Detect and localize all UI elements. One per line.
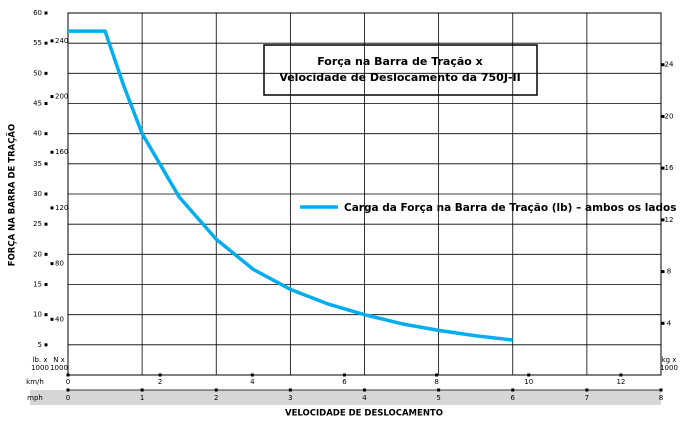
x2-tick (435, 373, 439, 377)
y2-tick (50, 262, 54, 266)
x-unit-label: mph (27, 394, 43, 402)
y2-tick (50, 150, 54, 154)
chart-title: Velocidade de Deslocamento da 750J-II (279, 71, 520, 84)
y-tick-label: 5 (38, 341, 42, 349)
x2-tick-label: 4 (250, 378, 255, 386)
y3-tick-label: 16 (665, 164, 674, 172)
y-tick (44, 192, 48, 196)
x-tick-label: 0 (66, 394, 70, 402)
x2-tick-label: 10 (524, 378, 533, 386)
y3-unit-label: kg x 1000 (660, 356, 678, 372)
y2-tick-label: 160 (55, 148, 68, 156)
y-tick-label: 15 (33, 281, 42, 289)
x2-tick (527, 373, 531, 377)
y-tick-label: 60 (33, 9, 42, 17)
y2-tick (50, 95, 54, 99)
y-tick (44, 11, 48, 15)
x-tick-label: 7 (585, 394, 589, 402)
y-tick (44, 41, 48, 45)
y-tick (44, 162, 48, 166)
y3-tick-label: 24 (665, 61, 674, 69)
x-tick-label: 1 (140, 394, 144, 402)
x2-tick (250, 373, 254, 377)
y2-unit-label: N x 1000 (50, 356, 68, 372)
x2-unit-label: km/h (26, 378, 44, 386)
y-unit-label: lb. x 1000 (31, 356, 49, 372)
y-tick-label: 20 (33, 250, 42, 258)
y2-tick-label: 80 (55, 260, 64, 268)
y2-tick-label: 240 (55, 37, 68, 45)
x2-tick (619, 373, 623, 377)
y-axis-title: FORÇA NA BARRA DE TRAÇÃO (7, 124, 18, 266)
y-tick-label: 30 (33, 190, 42, 198)
x2-tick-label: 6 (342, 378, 347, 386)
y3-tick (661, 114, 665, 118)
y-tick-label: 45 (33, 100, 42, 108)
y-tick-label: 10 (33, 311, 42, 319)
x-tick-label: 5 (436, 394, 440, 402)
y2-tick-label: 40 (55, 315, 64, 323)
y3-tick (661, 166, 665, 170)
y-tick (44, 132, 48, 136)
y-tick (44, 343, 48, 347)
x-tick-label: 3 (288, 394, 292, 402)
y2-tick (50, 39, 54, 43)
y-tick-label: 55 (33, 39, 42, 47)
y-tick (44, 283, 48, 286)
y2-tick-label: 120 (55, 204, 68, 212)
chart-title: Força na Barra de Tração x (317, 55, 483, 68)
y2-tick (50, 206, 54, 210)
y-tick (44, 71, 48, 75)
x-tick-label: 6 (511, 394, 516, 402)
x-tick-label: 8 (659, 394, 663, 402)
y-tick (44, 222, 48, 226)
y-tick-label: 40 (33, 130, 42, 138)
x-tick-label: 2 (214, 394, 218, 402)
x2-tick (66, 373, 70, 377)
data-line (68, 29, 513, 342)
x-tick (585, 388, 589, 392)
x2-tick-label: 2 (158, 378, 162, 386)
x2-tick-label: 0 (66, 378, 70, 386)
y3-tick-label: 4 (667, 319, 672, 327)
x-tick (66, 388, 70, 392)
x-tick (214, 388, 218, 392)
y-tick-label: 25 (33, 220, 42, 228)
y3-tick (661, 63, 665, 67)
x-tick (363, 388, 366, 392)
y-tick (44, 252, 48, 256)
y2-tick-label: 200 (55, 93, 68, 101)
y3-tick (661, 218, 665, 222)
y3-tick (661, 270, 665, 274)
x-tick (659, 388, 663, 392)
legend-label: Carga da Força na Barra de Tração (lb) –… (344, 202, 676, 214)
x-tick (140, 388, 144, 392)
title-box (263, 44, 538, 96)
mph-band (30, 390, 661, 405)
y-tick-label: 50 (33, 69, 42, 77)
y3-tick (661, 321, 665, 325)
x2-tick (342, 373, 346, 377)
y-tick (44, 102, 48, 105)
y3-tick-label: 12 (665, 216, 674, 224)
x-tick (437, 388, 441, 392)
x-tick-label: 4 (362, 394, 367, 402)
y3-tick-label: 8 (667, 268, 671, 276)
x-tick (288, 388, 292, 392)
x-axis-title: VELOCIDADE DE DESLOCAMENTO (285, 409, 443, 419)
y-tick-label: 35 (33, 160, 42, 168)
x2-tick (158, 373, 162, 377)
y-tick (44, 313, 48, 317)
x2-tick-label: 12 (616, 378, 625, 386)
y2-tick (50, 317, 54, 321)
x2-tick-label: 8 (434, 378, 438, 386)
y3-tick-label: 20 (665, 112, 674, 120)
x-tick (511, 388, 515, 392)
